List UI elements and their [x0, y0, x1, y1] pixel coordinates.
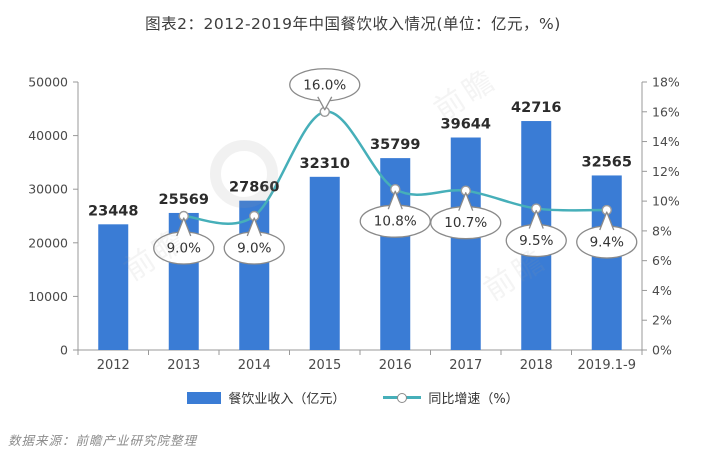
callout-label: 9.5%: [519, 233, 553, 249]
right-axis-tick-label: 10%: [652, 194, 680, 209]
right-axis-tick-label: 12%: [652, 164, 680, 179]
bar-value-label: 32310: [300, 156, 350, 172]
x-axis-label: 2018: [520, 358, 553, 373]
chart-canvas: 0 10000 20000 30000 40000 50000 0% 2% 4% 6% 8% 10% 1…: [28, 68, 680, 373]
callout-tail: [246, 217, 262, 237]
bar: [450, 137, 481, 350]
callout-tail: [387, 190, 403, 210]
x-axis-label: 2013: [167, 358, 200, 373]
bar-swatch: [187, 391, 222, 404]
right-axis-tick-label: 8%: [652, 223, 672, 238]
left-axis-tick-label: 40000: [28, 128, 68, 143]
callout-tail: [599, 211, 615, 231]
bar-value-label: 23448: [88, 203, 138, 219]
left-axis-tick-label: 20000: [28, 235, 68, 250]
legend-label-revenue: 餐饮业收入（亿元）: [228, 392, 346, 407]
chart-title: 图表2：2012-2019年中国餐饮收入情况(单位：亿元，%): [145, 15, 561, 33]
bar-value-label: 27860: [229, 180, 279, 196]
left-axis-tick-label: 10000: [28, 289, 68, 304]
callout-label: 16.0%: [303, 77, 346, 93]
bar-value-label: 42716: [511, 100, 561, 116]
legend-item-growth: 同比增速（%）: [383, 388, 519, 407]
line-marker-swatch: [397, 392, 408, 403]
x-axis-label: 2019.1-9: [578, 358, 636, 373]
callout-tail: [528, 209, 544, 229]
x-axis-label: 2015: [308, 358, 341, 373]
callout-label: 10.7%: [444, 215, 487, 231]
left-axis-tick-label: 50000: [28, 75, 68, 90]
x-axis-label: 2012: [97, 358, 130, 373]
bar-value-label: 35799: [370, 137, 420, 153]
chart-legend: 餐饮业收入（亿元） 同比增速（%）: [0, 388, 706, 407]
line-swatch: [383, 392, 422, 403]
right-axis-tick-label: 18%: [652, 75, 680, 90]
callout-label: 9.0%: [237, 241, 271, 257]
bar-value-label: 32565: [582, 154, 632, 170]
source-note: 数据来源：前瞻产业研究院整理: [8, 433, 198, 448]
bar-value-label: 39644: [441, 117, 491, 133]
bar-value-label: 25569: [159, 192, 209, 208]
right-axis-tick-label: 0%: [652, 343, 672, 358]
bar: [309, 176, 340, 350]
callout-tail: [458, 192, 474, 211]
left-axis-tick-label: 30000: [28, 182, 68, 197]
legend-item-revenue: 餐饮业收入（亿元）: [187, 388, 345, 407]
callout-tail: [317, 96, 333, 111]
callout-label: 9.4%: [590, 235, 624, 251]
x-axis-label: 2014: [238, 358, 271, 373]
legend-label-growth: 同比增速（%）: [428, 392, 519, 407]
bar: [591, 175, 622, 350]
left-axis-tick-label: 0: [60, 343, 68, 358]
right-axis-tick-label: 4%: [652, 283, 672, 298]
right-axis-tick-label: 14%: [652, 134, 680, 149]
callout-label: 10.8%: [374, 214, 417, 230]
right-axis-tick-label: 2%: [652, 313, 672, 328]
x-axis-label: 2016: [379, 358, 412, 373]
right-axis-tick-label: 6%: [652, 253, 672, 268]
callout-label: 9.0%: [167, 241, 201, 257]
right-axis-tick-label: 16%: [652, 104, 680, 119]
bar: [98, 224, 129, 350]
x-axis-label: 2017: [449, 358, 482, 373]
callout-tail: [176, 217, 192, 237]
